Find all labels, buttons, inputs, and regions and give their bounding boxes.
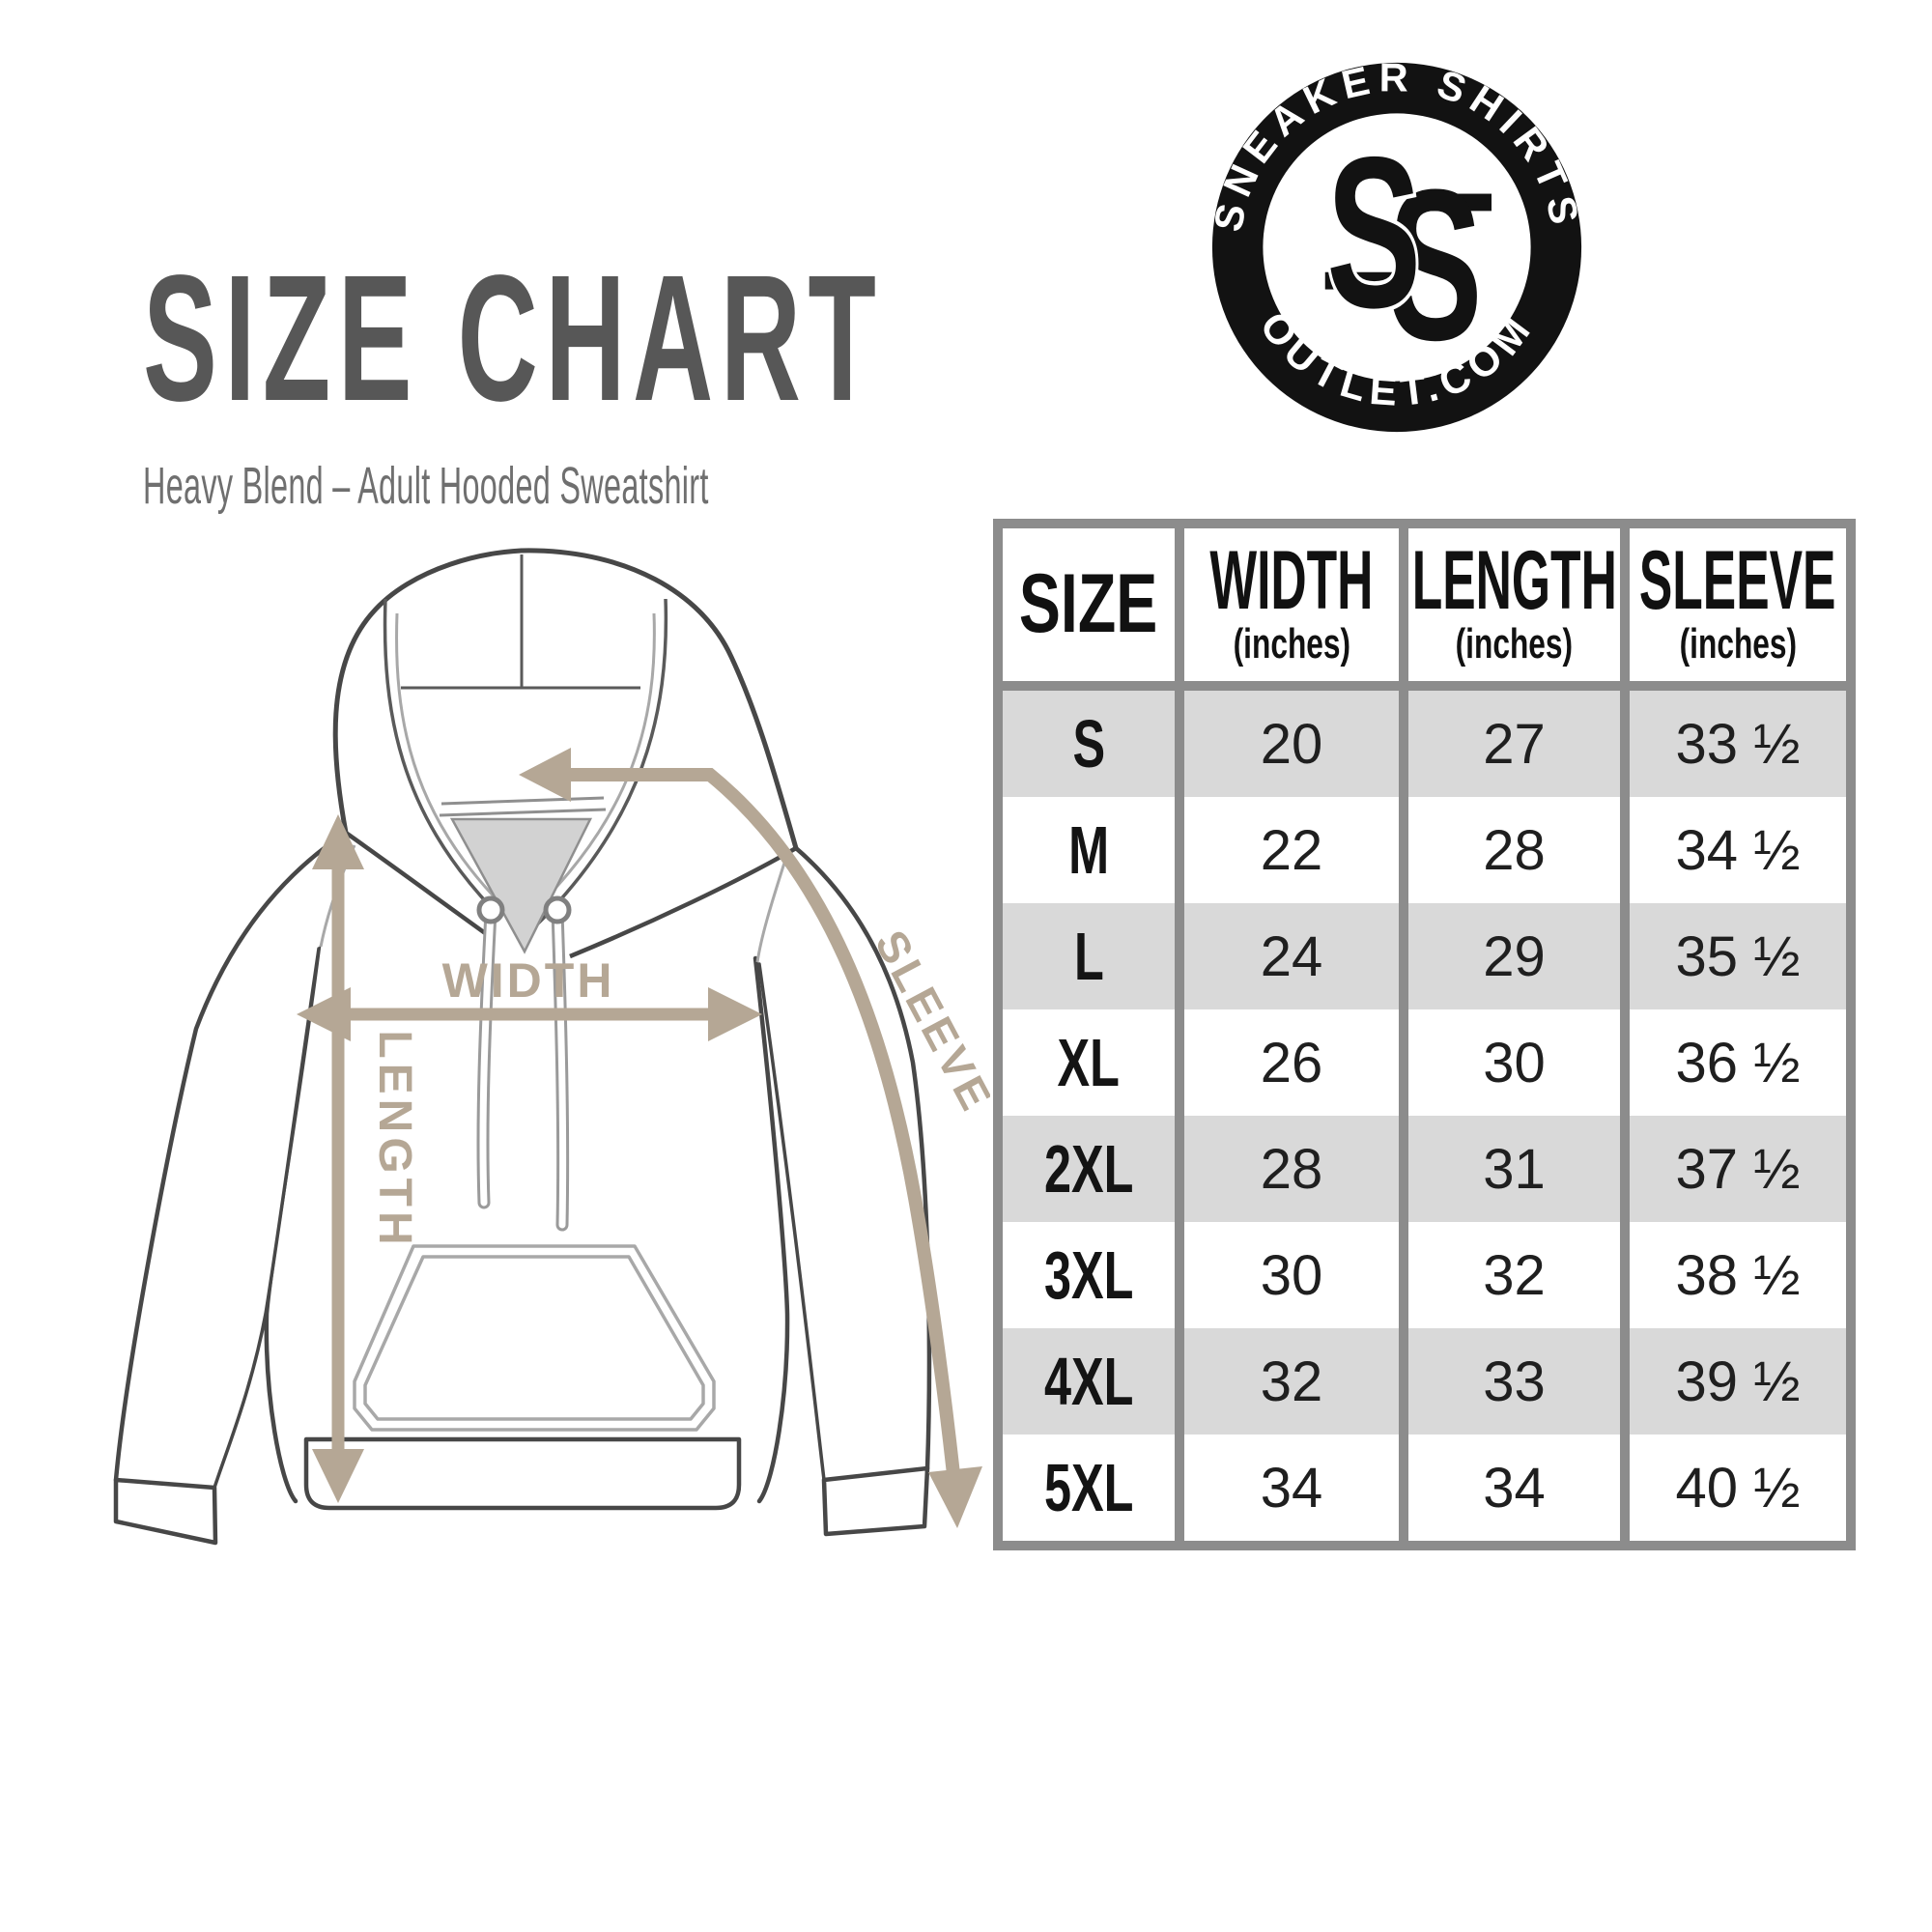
size-value: 4XL	[1043, 1344, 1134, 1419]
page-title: SIZE CHART	[143, 239, 884, 439]
width-value: 28	[1260, 1137, 1323, 1201]
hoodie-measurement-diagram: LENGTH WIDTH SLEEVE	[113, 548, 990, 1546]
column-unit: (inches)	[1679, 619, 1797, 668]
header-cell-size: SIZE	[1003, 528, 1175, 681]
length-label: LENGTH	[369, 1030, 420, 1249]
length-value: 29	[1483, 924, 1546, 988]
sleeve-value: 40 ½	[1675, 1456, 1801, 1520]
hoodie-hood	[319, 548, 799, 963]
column-label: WIDTH	[1209, 533, 1374, 627]
table-row: 2XL 28 31 37 ½	[1003, 1116, 1846, 1222]
length-value: 33	[1483, 1350, 1546, 1413]
logo-inner-circle	[1263, 113, 1531, 382]
eyelet	[476, 895, 505, 924]
size-value: 3XL	[1043, 1237, 1134, 1313]
length-value: 27	[1483, 712, 1546, 776]
length-value: 34	[1483, 1456, 1546, 1520]
eyelet	[543, 895, 572, 924]
column-unit: (inches)	[1233, 619, 1350, 668]
sleeve-value: 39 ½	[1675, 1350, 1801, 1413]
hoodie-left-sleeve	[113, 830, 349, 1546]
size-value: XL	[1057, 1025, 1121, 1100]
right-cuff	[821, 1465, 930, 1537]
table-row: L 24 29 35 ½	[1003, 903, 1846, 1009]
sleeve-value: 35 ½	[1675, 924, 1801, 988]
sleeve-value: 33 ½	[1675, 712, 1801, 776]
table-row: XL 26 30 36 ½	[1003, 1009, 1846, 1116]
hood-lining-triangle	[449, 817, 593, 954]
width-value: 26	[1260, 1031, 1323, 1094]
size-value: L	[1073, 919, 1104, 994]
size-table: SIZE WIDTH (inches) LENGTH (inches) SLEE…	[993, 519, 1856, 1550]
column-label: LENGTH	[1411, 533, 1617, 627]
column-label: SLEEVE	[1639, 533, 1836, 627]
logo-monogram-icon: S S	[1323, 108, 1492, 384]
size-value: 2XL	[1043, 1131, 1134, 1207]
header-cell-length: LENGTH (inches)	[1408, 528, 1620, 681]
sleeve-value: 37 ½	[1675, 1137, 1801, 1201]
svg-text:S: S	[1388, 144, 1483, 384]
hoodie-right-sleeve	[757, 845, 932, 1537]
column-unit: (inches)	[1455, 619, 1574, 668]
width-value: 30	[1260, 1243, 1323, 1307]
size-value: 5XL	[1043, 1450, 1134, 1525]
table-row: S 20 27 33 ½	[1003, 691, 1846, 797]
column-label: SIZE	[1019, 557, 1158, 651]
left-cuff	[113, 1477, 218, 1546]
table-row: 4XL 32 33 39 ½	[1003, 1328, 1846, 1435]
length-value: 31	[1483, 1137, 1546, 1201]
width-arrow: WIDTH	[297, 953, 762, 1041]
length-value: 28	[1483, 818, 1546, 882]
header-cell-sleeve: SLEEVE (inches)	[1630, 528, 1846, 681]
length-value: 32	[1483, 1243, 1546, 1307]
width-value: 20	[1260, 712, 1323, 776]
size-value: S	[1072, 706, 1105, 781]
table-row: 5XL 34 34 40 ½	[1003, 1435, 1846, 1541]
length-value: 30	[1483, 1031, 1546, 1094]
size-value: M	[1068, 812, 1109, 888]
table-header-row: SIZE WIDTH (inches) LENGTH (inches) SLEE…	[1003, 528, 1846, 681]
table-row: 3XL 30 32 38 ½	[1003, 1222, 1846, 1328]
width-value: 34	[1260, 1456, 1323, 1520]
svg-text:S: S	[1326, 112, 1421, 353]
hoodie-pocket	[353, 1244, 716, 1432]
hoodie-drawstrings	[476, 895, 572, 1232]
width-value: 22	[1260, 818, 1323, 882]
width-value: 32	[1260, 1350, 1323, 1413]
table-row: M 22 28 34 ½	[1003, 797, 1846, 903]
sleeve-value: 34 ½	[1675, 818, 1801, 882]
width-value: 24	[1260, 924, 1323, 988]
hoodie-hem-band	[303, 1436, 742, 1511]
brand-logo: SNEAKER SHIRTS OUTLET.COM S S	[1206, 56, 1582, 433]
header-cell-width: WIDTH (inches)	[1184, 528, 1399, 681]
product-subtitle: Heavy Blend – Adult Hooded Sweatshirt	[143, 457, 709, 515]
sleeve-value: 38 ½	[1675, 1243, 1801, 1307]
sleeve-value: 36 ½	[1675, 1031, 1801, 1094]
width-label: WIDTH	[442, 953, 615, 1008]
